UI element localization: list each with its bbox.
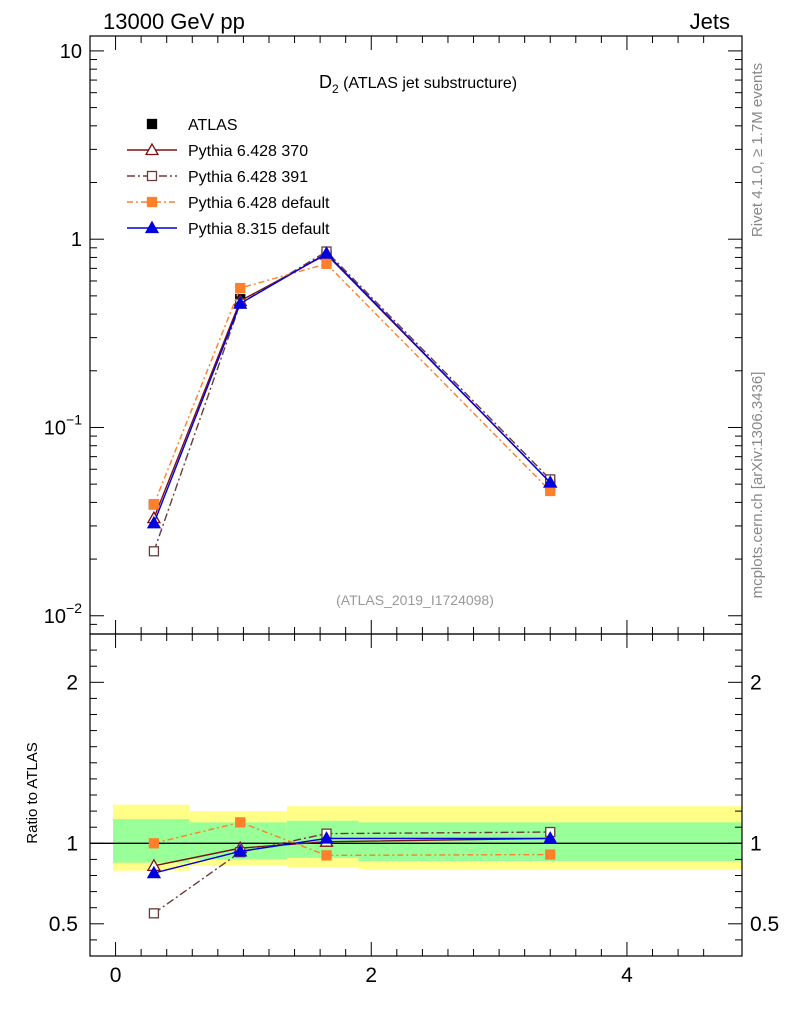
chart-title-main: D [319, 72, 332, 92]
series-point [148, 499, 160, 510]
header-left: 13000 GeV pp [103, 9, 245, 34]
series-point [321, 258, 332, 269]
series-point [235, 282, 246, 294]
ratio-point [148, 838, 160, 849]
legend-label: Pythia 6.428 391 [188, 169, 308, 186]
ratio-point [146, 865, 162, 879]
y-tick-base: 10 [44, 417, 66, 439]
chart-title-rest: (ATLAS jet substructure) [339, 75, 517, 92]
legend-marker [144, 220, 160, 234]
x-tick-label: 4 [621, 964, 633, 987]
series-line [153, 250, 551, 552]
y-tick-base: 1 [71, 229, 82, 251]
y-tick-label: 1 [71, 229, 82, 251]
legend-marker [146, 170, 158, 182]
legend: ATLAS Pythia 6.428 370 Pythia 6.428 391 Pyt… [127, 117, 330, 238]
series-line [153, 252, 551, 524]
ratio-point [233, 844, 248, 857]
ratio-point [543, 831, 558, 844]
ratio-y-tick-label-right: 0.5 [750, 913, 779, 936]
ratio-line [153, 831, 551, 914]
series-point [545, 485, 556, 497]
y-tick-exponent: −1 [66, 411, 82, 427]
legend-label: Pythia 8.315 default [188, 221, 330, 238]
series-line [153, 253, 551, 519]
ratio-point [545, 849, 556, 860]
ratio-y-tick-label: 0.5 [49, 913, 78, 936]
legend-label: Pythia 6.428 370 [188, 143, 308, 160]
ratio-line [153, 837, 551, 874]
header-right: Jets [690, 9, 730, 34]
ratio-point [235, 817, 246, 828]
y-tick-label: 10 [60, 41, 82, 63]
series-1 [146, 247, 558, 871]
legend-label: Pythia 6.428 default [188, 195, 330, 212]
y-tick-base: 10 [44, 606, 66, 628]
rivet-label: Rivet 4.1.0, ≥ 1.7M events [749, 63, 766, 237]
ratio-point [321, 850, 332, 861]
ratio-y-tick-label: 2 [66, 671, 78, 694]
series-point [543, 475, 558, 488]
ratio-point [148, 908, 160, 919]
series-line [153, 263, 551, 505]
chart-title: D2 (ATLAS jet substructure) [319, 72, 517, 96]
legend-marker [146, 196, 158, 208]
x-tick-label: 0 [110, 964, 122, 987]
chart-title-sub: 2 [332, 82, 339, 96]
y-tick-base: 10 [60, 41, 82, 63]
ratio-y-tick-label: 1 [66, 832, 78, 855]
series-point [233, 296, 248, 309]
ratio-y-tick-label-right: 2 [750, 671, 762, 694]
chart-watermark: (ATLAS_2019_I1724098) [336, 592, 494, 608]
mcplots-label: mcplots.cern.ch [arXiv:1306.3436] [749, 372, 766, 599]
series-point [146, 515, 162, 529]
ratio-ylabel: Ratio to ATLAS [24, 742, 41, 843]
series-point [319, 246, 334, 259]
legend-marker [144, 142, 160, 156]
legend-label: ATLAS [188, 117, 238, 134]
series-4 [146, 246, 558, 879]
ratio-y-tick-label-right: 1 [750, 832, 762, 855]
y-tick-label: 10−2 [44, 600, 82, 628]
x-tick-label: 2 [365, 964, 377, 987]
ratio-point [319, 831, 334, 844]
legend-marker [146, 118, 158, 130]
ratio-frame [89, 633, 743, 957]
y-tick-label: 10−1 [44, 411, 82, 439]
ratio-line [153, 821, 551, 857]
series-point [148, 546, 160, 557]
y-tick-exponent: −2 [66, 600, 82, 616]
series-3 [148, 258, 556, 861]
